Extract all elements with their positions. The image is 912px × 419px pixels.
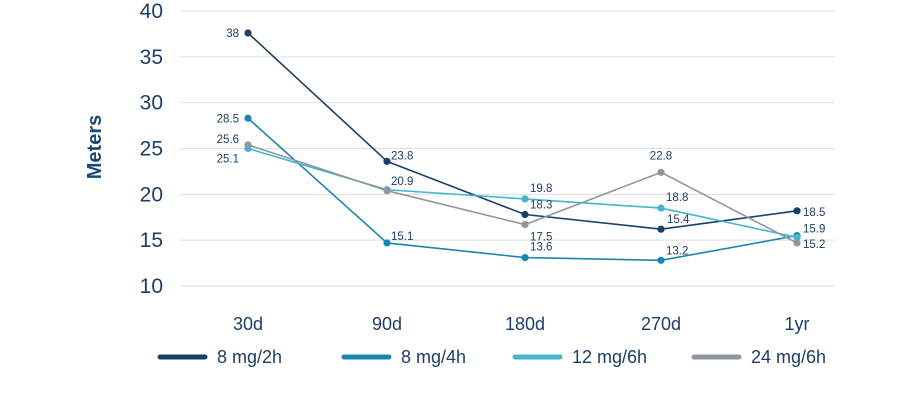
y-tick-label: 25 bbox=[140, 138, 163, 161]
data-point bbox=[521, 253, 529, 262]
legend-label: 8 mg/2h bbox=[217, 347, 282, 367]
data-label: 20.9 bbox=[391, 176, 413, 188]
data-point bbox=[657, 204, 665, 212]
data-point bbox=[521, 210, 529, 219]
data-label: 13.2 bbox=[666, 245, 688, 257]
data-label: 15.1 bbox=[391, 231, 413, 243]
data-points bbox=[244, 29, 801, 264]
data-point bbox=[521, 195, 529, 203]
data-label: 13.6 bbox=[530, 242, 552, 254]
legend-label: 24 mg/6h bbox=[751, 347, 826, 367]
data-point bbox=[244, 29, 252, 37]
data-point bbox=[383, 187, 391, 195]
data-label: 15.4 bbox=[667, 214, 690, 226]
data-point bbox=[383, 157, 391, 165]
data-point bbox=[793, 207, 801, 215]
data-label: 15.9 bbox=[803, 224, 825, 236]
data-label: 38 bbox=[226, 28, 239, 40]
data-point bbox=[793, 239, 801, 247]
series-line bbox=[247, 117, 798, 262]
data-point bbox=[657, 168, 665, 176]
y-axis-label: Meters bbox=[84, 115, 106, 179]
x-tick-label: 270d bbox=[641, 314, 681, 334]
data-point bbox=[793, 233, 801, 242]
x-axis-ticks: 30d 90d 180d 270d 1yr bbox=[233, 314, 810, 334]
data-label: 18.5 bbox=[803, 207, 825, 219]
data-label: 22.8 bbox=[650, 150, 672, 162]
gridlines bbox=[180, 10, 835, 287]
data-point bbox=[657, 256, 665, 264]
data-label: 23.8 bbox=[391, 150, 413, 162]
y-tick-label: 20 bbox=[140, 183, 163, 206]
data-label: 18.3 bbox=[530, 200, 552, 212]
legend: 8 mg/2h 8 mg/4h 12 mg/6h 24 mg/6h bbox=[157, 347, 826, 367]
data-point bbox=[244, 114, 252, 122]
data-label: 28.5 bbox=[217, 113, 239, 125]
data-label: 18.8 bbox=[666, 192, 688, 204]
legend-label: 8 mg/4h bbox=[401, 347, 466, 367]
y-axis-ticks: 10 15 20 25 30 35 40 bbox=[140, 0, 163, 298]
x-tick-label: 30d bbox=[233, 314, 263, 334]
x-tick-label: 1yr bbox=[784, 314, 809, 334]
data-label: 25.6 bbox=[217, 134, 239, 146]
data-labels: 38 23.8 18.3 15.4 18.5 28.5 15.1 13.6 13.2 15.9 25… bbox=[217, 28, 826, 257]
x-tick-label: 180d bbox=[505, 314, 545, 334]
legend-label: 12 mg/6h bbox=[572, 347, 647, 367]
data-label: 25.1 bbox=[217, 154, 239, 166]
data-point bbox=[521, 220, 529, 229]
y-tick-label: 40 bbox=[140, 0, 163, 23]
y-tick-label: 10 bbox=[140, 275, 163, 298]
x-tick-label: 90d bbox=[372, 314, 402, 334]
data-point bbox=[244, 141, 252, 149]
data-point bbox=[383, 239, 391, 247]
data-label: 15.2 bbox=[803, 239, 825, 251]
data-point bbox=[657, 225, 665, 233]
y-tick-label: 15 bbox=[140, 229, 163, 252]
data-label: 19.8 bbox=[530, 183, 552, 195]
y-tick-label: 35 bbox=[140, 46, 163, 69]
y-tick-label: 30 bbox=[140, 92, 163, 115]
data-label: 17.5 bbox=[530, 232, 552, 244]
